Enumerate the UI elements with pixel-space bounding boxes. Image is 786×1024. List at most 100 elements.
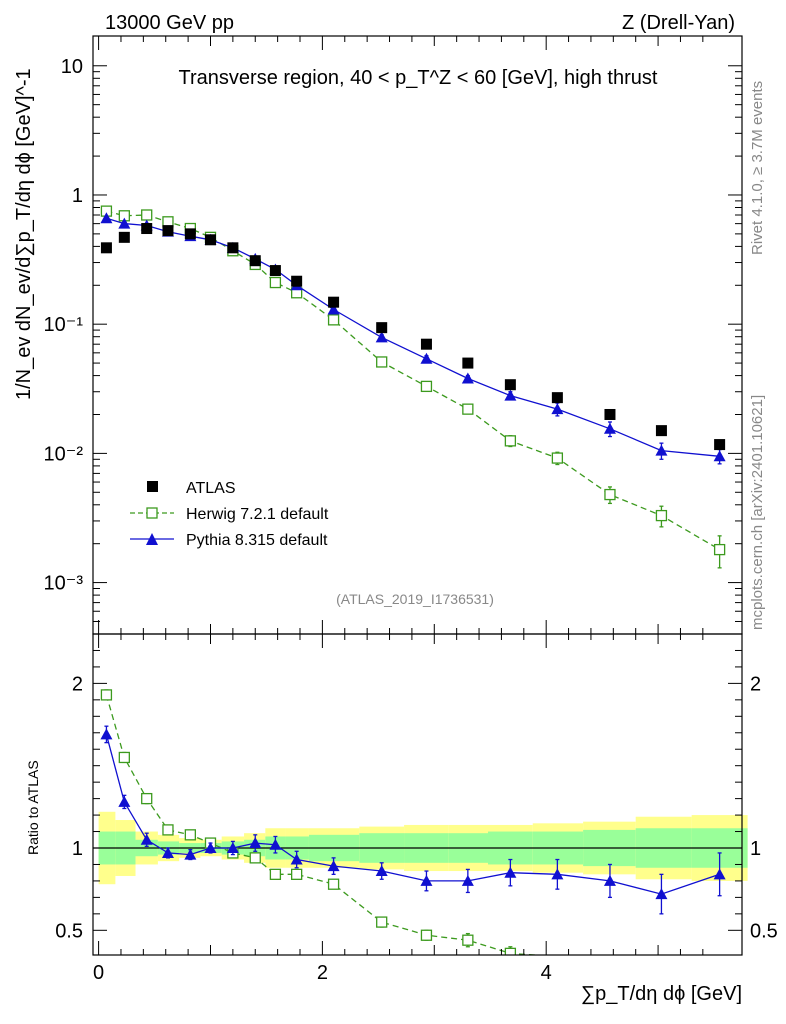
data-point-herwig: [269, 276, 282, 289]
plot-title: Transverse region, 40 < p_T^Z < 60 [GeV]…: [179, 67, 658, 89]
data-point-atlas: [376, 322, 388, 334]
data-point-herwig: [504, 947, 517, 955]
data-point-pythia: [504, 866, 517, 878]
data-point-herwig: [269, 868, 282, 880]
data-point-pythia: [655, 444, 668, 456]
data-point-atlas: [118, 231, 130, 243]
x-tick-label: 2: [317, 962, 328, 984]
analysis-id: (ATLAS_2019_I1736531): [336, 591, 494, 607]
data-point-pythia: [100, 212, 113, 224]
data-point-herwig: [551, 452, 564, 464]
ratio-y-tick-label-right: 0.5: [750, 920, 778, 942]
legend: ATLAS Herwig 7.2.1 default Pythia 8.315 …: [130, 480, 329, 549]
data-point-herwig: [604, 488, 616, 501]
ratio-panel: 0 2 4 2 2 1 1 0.5 0.5 Ratio to ATLAS ∑p_T/dη dϕ …: [25, 633, 778, 1005]
data-point-pythia: [161, 846, 174, 858]
data-point-atlas: [269, 265, 281, 277]
rivet-version-label: Rivet 4.1.0, ≥ 3.7M events: [749, 81, 766, 255]
data-point-pythia: [269, 838, 282, 850]
header-right: Z (Drell-Yan): [622, 12, 735, 34]
data-point-pythia: [420, 352, 433, 364]
data-point-herwig: [141, 792, 153, 805]
legend-pythia-marker: [146, 533, 158, 545]
data-point-pythia: [551, 868, 564, 880]
data-point-atlas: [655, 425, 667, 437]
header-left: 13000 GeV pp: [105, 12, 234, 34]
legend-atlas-marker: [147, 481, 158, 492]
data-point-pythia: [603, 422, 616, 434]
data-point-pythia: [713, 450, 726, 462]
data-point-herwig: [118, 751, 130, 764]
data-point-atlas: [184, 228, 196, 240]
data-point-pythia: [655, 888, 668, 900]
data-point-pythia: [118, 795, 131, 807]
data-point-herwig: [462, 934, 474, 946]
data-point-pythia: [551, 403, 564, 415]
legend-herwig-label: Herwig 7.2.1 default: [186, 506, 329, 523]
data-point-pythia: [420, 874, 433, 886]
data-point-pythia: [461, 372, 474, 384]
data-point-pythia: [504, 389, 517, 401]
data-point-atlas: [551, 392, 563, 404]
data-point-herwig: [249, 852, 261, 864]
data-point-herwig: [462, 403, 474, 415]
data-point-atlas: [714, 439, 726, 451]
data-point-atlas: [162, 225, 174, 237]
data-point-herwig: [100, 689, 113, 701]
data-point-pythia: [327, 860, 340, 872]
data-point-atlas: [291, 275, 303, 287]
y-tick-label: 10⁻¹: [44, 314, 84, 336]
data-point-herwig: [162, 824, 174, 836]
data-point-herwig: [376, 356, 388, 368]
y-tick-label: 1: [72, 185, 83, 207]
data-point-pythia: [140, 833, 153, 845]
ratio-y-tick-label-right: 1: [750, 838, 761, 860]
data-point-herwig: [504, 435, 517, 447]
data-point-atlas: [504, 379, 516, 391]
data-point-atlas: [328, 296, 340, 308]
data-point-pythia: [375, 331, 388, 343]
data-point-atlas: [227, 242, 239, 254]
ratio-y-axis-label: Ratio to ATLAS: [25, 760, 41, 855]
data-point-atlas: [141, 223, 153, 235]
data-point-pythia: [290, 853, 303, 865]
y-axis-label: 1/N_ev dN_ev/d∑p_T/dη dϕ [GeV]^-1: [13, 68, 35, 400]
data-point-atlas: [204, 234, 216, 246]
y-tick-label: 10⁻²: [44, 443, 84, 465]
y-tick-label: 10: [61, 56, 83, 78]
data-point-herwig: [420, 380, 433, 393]
data-point-herwig: [655, 509, 668, 522]
data-point-pythia: [204, 842, 217, 853]
data-point-pythia: [713, 868, 726, 880]
data-point-herwig: [327, 878, 340, 890]
data-point-atlas: [420, 338, 432, 350]
data-point-atlas: [100, 242, 112, 254]
data-point-herwig: [327, 314, 340, 326]
ratio-y-tick-label: 0.5: [55, 920, 83, 942]
x-tick-label: 4: [541, 962, 552, 984]
data-point-herwig: [420, 929, 433, 941]
mcplots-label: mcplots.cern.ch [arXiv:2401.10621]: [749, 395, 766, 630]
data-point-herwig: [376, 916, 388, 928]
main-panel: 10 1 10⁻¹ 10⁻² 10⁻³ Transverse region, 40 < …: [13, 35, 743, 635]
data-point-pythia: [603, 874, 616, 886]
legend-herwig-marker: [146, 507, 158, 519]
ratio-y-tick-label-right: 2: [750, 673, 761, 695]
data-point-herwig: [291, 868, 303, 880]
ratio-panel-frame: [92, 633, 743, 956]
data-point-atlas: [604, 408, 616, 420]
data-point-herwig: [141, 209, 153, 221]
legend-atlas-label: ATLAS: [186, 480, 236, 497]
data-point-pythia: [118, 217, 131, 229]
x-axis-label: ∑p_T/dη dϕ [GeV]: [581, 983, 742, 1005]
data-point-pythia: [375, 865, 388, 877]
ratio-y-tick-label: 1: [72, 838, 83, 860]
data-point-pythia: [461, 874, 474, 886]
data-point-atlas: [249, 255, 261, 267]
legend-pythia-label: Pythia 8.315 default: [186, 532, 328, 549]
x-tick-label: 0: [93, 962, 104, 984]
data-point-pythia: [249, 837, 262, 849]
data-point-atlas: [462, 357, 474, 369]
data-point-pythia: [100, 728, 113, 740]
